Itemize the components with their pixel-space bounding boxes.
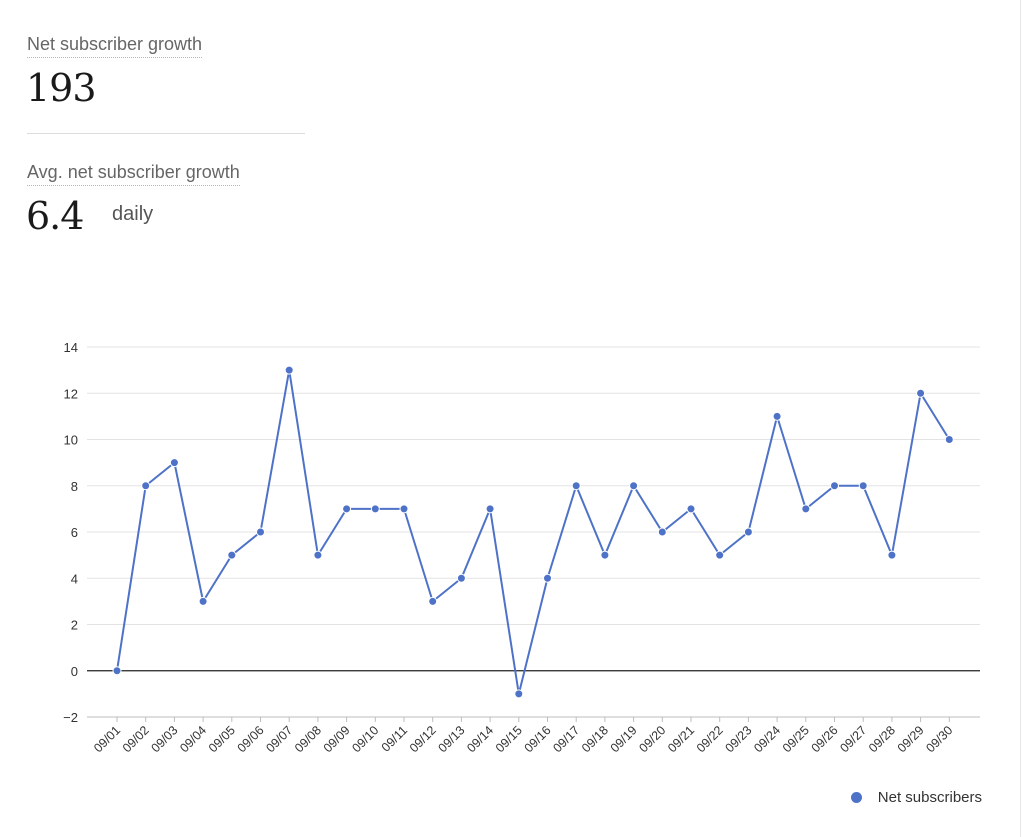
x-tick-label: 09/29 <box>895 723 927 755</box>
x-tick-label: 09/01 <box>91 723 123 755</box>
x-tick-label: 09/09 <box>321 723 353 755</box>
x-tick-label: 09/02 <box>120 723 152 755</box>
avg-growth-unit: daily <box>112 203 154 225</box>
x-tick-label: 09/18 <box>579 723 611 755</box>
data-point <box>456 573 466 583</box>
data-point <box>543 573 552 583</box>
x-tick-label: 09/08 <box>292 723 324 755</box>
x-tick-label: 09/07 <box>263 723 295 755</box>
legend-label: Net subscribers <box>877 789 982 806</box>
x-tick-label: 09/14 <box>464 723 496 755</box>
x-tick-label: 09/23 <box>723 723 755 755</box>
y-tick-label: 2 <box>71 618 78 633</box>
data-point <box>772 411 782 421</box>
x-tick-label: 09/10 <box>349 723 381 755</box>
data-point <box>313 550 323 560</box>
data-point <box>887 550 897 560</box>
x-tick-label: 09/12 <box>407 723 439 755</box>
x-tick-label: 09/26 <box>809 723 841 755</box>
data-point <box>227 550 237 560</box>
legend-dot-icon <box>850 792 862 803</box>
x-tick-label: 09/20 <box>636 723 668 755</box>
y-tick-label: 12 <box>64 386 78 401</box>
stat-divider <box>27 133 305 134</box>
data-point <box>284 365 294 375</box>
data-point <box>169 458 179 468</box>
x-tick-label: 09/13 <box>436 723 468 755</box>
x-tick-label: 09/05 <box>206 723 238 755</box>
y-tick-label: −2 <box>63 710 78 725</box>
series-line <box>116 369 951 695</box>
data-point <box>370 504 380 514</box>
data-point <box>342 504 352 514</box>
data-point <box>801 504 811 514</box>
x-tick-label: 09/27 <box>837 723 869 755</box>
y-tick-label: 10 <box>64 433 78 448</box>
data-point <box>198 596 208 606</box>
data-point <box>743 527 753 537</box>
y-tick-label: 0 <box>71 664 78 679</box>
data-point <box>916 388 926 398</box>
data-point <box>830 481 839 491</box>
net-growth-label: Net subscriber growth <box>27 33 203 58</box>
avg-growth-value: 6.4 <box>26 194 84 238</box>
x-tick-label: 09/22 <box>694 723 726 755</box>
x-tick-label: 09/25 <box>780 723 812 755</box>
x-tick-label: 09/06 <box>235 723 267 755</box>
x-tick-label: 09/30 <box>923 723 955 755</box>
x-tick-label: 09/04 <box>177 723 209 755</box>
data-point <box>600 550 610 560</box>
data-point <box>571 481 581 491</box>
card-border <box>1020 0 1024 837</box>
y-tick-label: 8 <box>71 479 78 494</box>
x-tick-label: 09/19 <box>608 723 640 755</box>
x-tick-label: 09/28 <box>866 723 898 755</box>
data-point <box>858 481 868 491</box>
data-point <box>686 504 696 514</box>
data-point <box>485 504 495 514</box>
x-tick-label: 09/11 <box>379 723 410 754</box>
data-point <box>629 481 639 491</box>
data-point <box>514 689 524 699</box>
chart-legend: Net subscribers <box>850 789 982 806</box>
data-point <box>112 666 122 676</box>
x-tick-label: 09/15 <box>493 723 525 755</box>
data-point <box>256 527 265 537</box>
x-tick-label: 09/16 <box>522 723 554 755</box>
x-tick-label: 09/24 <box>751 723 783 755</box>
data-point <box>944 435 954 444</box>
data-point <box>399 504 409 514</box>
y-tick-label: 4 <box>71 571 78 586</box>
data-point <box>141 481 151 491</box>
y-tick-label: 6 <box>71 525 78 540</box>
x-tick-label: 09/03 <box>149 723 181 755</box>
data-point <box>428 596 438 606</box>
data-point <box>657 527 667 537</box>
net-growth-value: 193 <box>26 66 97 110</box>
data-point <box>715 550 725 560</box>
x-tick-label: 09/17 <box>550 723 582 755</box>
x-tick-label: 09/21 <box>665 723 697 755</box>
avg-growth-label: Avg. net subscriber growth <box>27 161 240 186</box>
y-tick-label: 14 <box>64 340 78 355</box>
